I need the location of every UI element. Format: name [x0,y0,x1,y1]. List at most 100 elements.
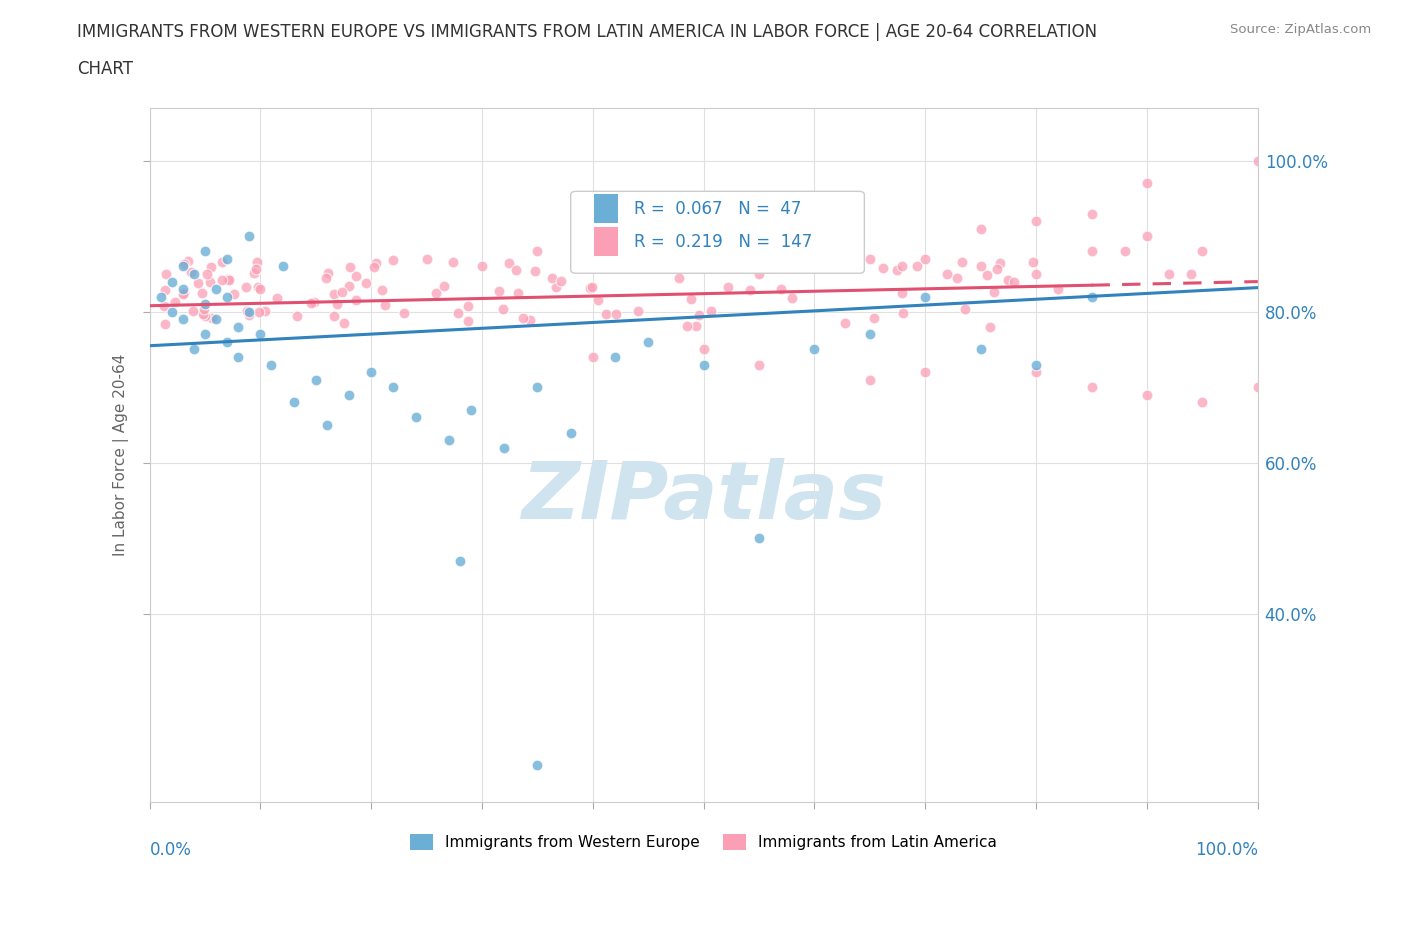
Point [914,251,936,266]
Point [1247,379,1270,394]
Point [990,256,1012,271]
Point [191,286,214,300]
Point [194,309,217,324]
Point [425,286,447,300]
Point [315,418,337,432]
Point [1136,229,1159,244]
Point [1136,176,1159,191]
Point [217,272,239,286]
Point [249,327,271,342]
Point [955,301,977,316]
Point [195,266,218,281]
Point [339,260,361,275]
Point [194,327,217,342]
Point [1025,267,1047,282]
Point [333,315,356,330]
Point [692,357,714,372]
Point [997,272,1019,287]
Point [200,311,222,325]
Point [217,251,239,266]
Point [415,251,437,266]
Point [950,254,973,269]
FancyBboxPatch shape [593,227,619,257]
Point [305,372,328,387]
Point [344,269,367,284]
Point [605,307,627,322]
Point [173,257,195,272]
Point [236,303,259,318]
Point [540,271,562,286]
Point [1180,267,1202,282]
Point [494,440,516,455]
Point [550,273,572,288]
Point [579,281,602,296]
Point [512,310,534,325]
Point [748,267,770,282]
Point [302,295,325,310]
Point [1047,282,1070,297]
Text: R =  0.067   N =  47: R = 0.067 N = 47 [634,200,801,218]
Point [155,283,177,298]
Point [1080,206,1102,221]
Point [859,251,882,266]
Point [315,271,337,286]
Point [326,297,349,312]
Point [637,335,659,350]
Point [688,308,710,323]
Point [834,315,856,330]
Legend: Immigrants from Western Europe, Immigrants from Latin America: Immigrants from Western Europe, Immigran… [411,834,997,850]
Point [519,312,541,327]
Point [891,286,914,300]
Point [322,286,344,301]
Point [893,305,915,320]
Point [634,257,657,272]
Point [363,259,385,274]
Point [488,284,510,299]
Point [217,289,239,304]
Point [260,357,283,372]
Point [780,290,803,305]
Point [945,271,967,286]
Point [668,271,690,286]
Point [160,274,183,289]
Point [247,305,270,320]
Point [979,319,1001,334]
Point [441,255,464,270]
Point [322,309,344,324]
Y-axis label: In Labor Force | Age 20-64: In Labor Force | Age 20-64 [114,354,129,556]
Point [271,259,294,274]
Point [890,259,912,273]
Point [976,268,998,283]
Point [449,553,471,568]
Point [586,292,609,307]
Point [344,293,367,308]
Point [526,379,548,394]
Point [433,279,456,294]
Point [238,308,260,323]
Point [1025,365,1047,379]
Point [180,264,202,279]
Point [748,357,770,372]
Point [218,272,240,287]
Point [1080,289,1102,304]
Point [457,299,479,313]
Point [187,275,209,290]
Point [405,410,427,425]
Point [392,305,415,320]
Point [581,279,603,294]
Text: 100.0%: 100.0% [1195,842,1258,859]
Point [172,286,194,301]
Point [740,283,762,298]
Point [526,757,548,772]
Point [717,280,740,295]
Point [160,304,183,319]
Point [211,272,233,287]
Point [970,221,993,236]
Point [382,379,405,394]
Point [914,289,936,304]
Point [371,283,394,298]
Point [360,365,382,379]
Text: ZIPatlas: ZIPatlas [522,458,886,536]
Point [177,254,200,269]
Point [1080,244,1102,259]
